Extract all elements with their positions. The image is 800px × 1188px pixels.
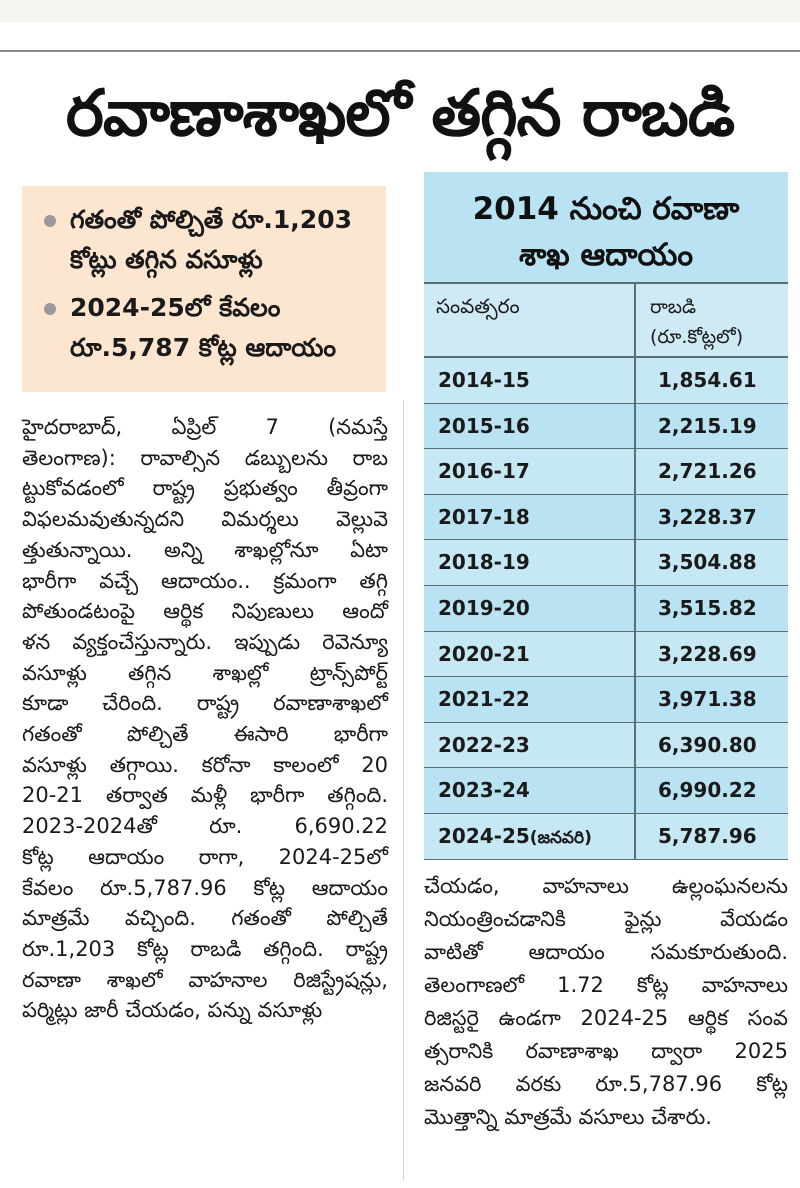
article-left-column: హైదరాబాద్, ఏప్రిల్ 7 (నమస్తే తెలంగాణ): రా… [22,412,388,1026]
table-row: 2014-15 1,854.61 [424,358,788,404]
row-year: 2021-22 [424,677,636,722]
row-year: 2018-19 [424,540,636,585]
article-line: కేవలం రూ.5,787.96 కోట్ల ఆదాయం [22,875,388,900]
table-row: 2017-18 3,228.37 [424,494,788,541]
article-line: తెలంగాణలో 1.72 కోట్ల వాహనాలు [424,973,788,997]
article-line: మాత్రమే వచ్చింది. గతంతో పోల్చితే [22,906,388,931]
row-value: 5,787.96 [658,823,757,848]
row-value: 3,228.37 [658,504,757,529]
table-row: 2021-22 3,971.38 [424,677,788,723]
article-line: రూ.1,203 కోట్ల రాబడి తగ్గింది. రాష్ట్ర [22,936,388,961]
row-year: 2017-18 [424,494,636,540]
top-bar [0,0,800,22]
article-line: కూడా చేరింది. రాష్ట్ర రవాణాశాఖలో [22,691,388,716]
article-line: తెలంగాణ): రావాల్సిన డబ్బులను రాబ [22,445,388,470]
row-value: 3,515.82 [658,595,757,620]
article-line: భారీగా వచ్చే ఆదాయం.. క్రమంగా తగ్గి [22,568,388,593]
article-line: రవాణా శాఖలో వాహనాల రిజిస్ట్రేషన్లు, [22,967,388,992]
row-year: 2020-21 [424,631,636,677]
article-line: గతంతో పోల్చితే ఈసారి భారీగా [22,722,388,747]
table-row: 2023-24 6,990.22 [424,768,788,814]
bullet-icon [44,303,56,315]
row-year: 2016-17 [424,449,636,494]
table-row: 2019-20 3,515.82 [424,585,788,632]
bullet-icon [44,215,56,227]
article-line: వసూళ్లు తగ్గిన శాఖల్లో ట్రాన్స్‌పోర్ట్ [22,660,388,685]
table-row: 2016-17 2,721.26 [424,449,788,495]
article-line: కోట్ల ఆదాయం రాగా, 2024-25లో [22,844,388,869]
row-value: 2,215.19 [658,413,757,438]
article-line: హైదరాబాద్, ఏప్రిల్ 7 (నమస్తే [22,415,388,439]
article-line: త్తుతున్నాయి. అన్ని శాఖల్లోనూ ఏటా [22,537,388,562]
article-line: రిజిస్టరై ఉండగా 2024-25 ఆర్థిక సంవ [424,1006,788,1030]
row-year-text: 2016-17 [438,459,530,484]
table-row: 2020-21 3,228.69 [424,631,788,678]
row-year-note: (జనవరి) [529,827,592,848]
article-line: ళన వ్యక్తంచేస్తున్నారు. ఇప్పుడు రెవెన్యూ [22,629,388,654]
revenue-table: 2014 నుంచి రవాణా శాఖ ఆదాయం సంవత్సరం రాబడ… [424,172,788,860]
column-divider [403,400,404,1180]
header-revenue-unit: (రూ.కోట్లలో) [650,326,744,348]
article-line: జనవరి వరకు రూ.5,787.96 కోట్ల [424,1072,788,1096]
row-year-text: 2021-22 [438,687,530,712]
table-title-line: శాఖ ఆదాయం [518,237,694,273]
header-year: సంవత్సరం [424,284,636,356]
article-line: వసూళ్లు తగ్గాయి. కరోనా కాలంలో 20 [22,752,388,777]
article-right-column: చేయడం, వాహనాలు ఉల్లంఘనలను నియంత్రించడానిక… [424,870,788,1134]
table-row: 2024-25(జనవరి) 5,787.96 [424,813,788,860]
row-value: 1,854.61 [658,368,757,392]
table-body: 2014-15 1,854.61 2015-16 2,215.19 2016-17 2,7… [424,358,788,860]
article-line: త్సరానికి రవాణాశాఖ ద్వారా 2025 [424,1039,788,1063]
header-revenue-label: రాబడి [650,296,697,318]
article-line: వాటితో ఆదాయం సమకూరుతుంది. [424,940,788,964]
headline: రవాణాశాఖలో తగ్గిన రాబడి [65,77,735,151]
row-value: 3,504.88 [658,550,757,575]
row-year: 2015-16 [424,403,636,449]
table-header: సంవత్సరం రాబడి (రూ.కోట్లలో) [424,282,788,358]
header-revenue: రాబడి (రూ.కోట్లలో) [636,284,788,356]
row-year: 2022-23 [424,722,636,768]
article-line: నియంత్రించడానికి ఫైన్లు వేయడం [424,907,788,931]
table-title-line: 2014 నుంచి రవాణా [472,191,740,227]
row-year: 2023-24 [424,768,636,813]
row-value: 3,228.69 [658,641,757,666]
row-year-text: 2017-18 [438,504,530,529]
row-year: 2024-25(జనవరి) [424,813,636,859]
highlight-item: 2024-25లో కేవలం రూ.5,787 కోట్ల ఆదాయం [44,288,372,368]
table-row: 2015-16 2,215.19 [424,403,788,450]
row-value: 2,721.26 [658,459,757,484]
row-value: 3,971.38 [658,687,757,712]
highlight-text: 2024-25లో కేవలం రూ.5,787 కోట్ల ఆదాయం [70,293,337,362]
highlights-box: గతంతో పోల్చితే రూ.1,203 కోట్లు తగ్గిన వస… [22,186,386,392]
row-year-text: 2015-16 [438,413,530,438]
highlight-text: గతంతో పోల్చితే రూ.1,203 కోట్లు తగ్గిన వస… [70,205,352,274]
article-line: 20-21 తర్వాత మళ్లీ భారీగా తగ్గింది. [22,783,388,808]
row-year: 2014-15 [424,358,636,403]
row-value: 6,990.22 [658,778,757,803]
article-line: విఫలమవుతున్నదని విమర్శలు వెల్లువె [22,507,388,532]
table-row: 2018-19 3,504.88 [424,540,788,586]
row-year-text: 2018-19 [438,550,530,575]
highlight-item: గతంతో పోల్చితే రూ.1,203 కోట్లు తగ్గిన వస… [44,200,372,280]
header-rule [0,50,800,52]
row-year-text: 2024-25 [438,823,530,848]
row-value: 6,390.80 [658,732,757,757]
row-year: 2019-20 [424,585,636,631]
row-year-text: 2014-15 [438,368,530,392]
article-line: పోతుండటంపై ఆర్థిక నిపుణులు ఆందో [22,599,388,624]
table-title: 2014 నుంచి రవాణా శాఖ ఆదాయం [424,172,788,282]
article-line: ట్టుకోవడంలో రాష్ట్ర ప్రభుత్వం తీవ్రంగా [22,476,388,501]
article-line: 2023-2024తో రూ. 6,690.22 [22,814,388,839]
article-line: మొత్తాన్ని మాత్రమే వసూలు చేశారు. [424,1105,712,1129]
row-year-text: 2023-24 [438,778,530,803]
article-line: చేయడం, వాహనాలు ఉల్లంఘనలను [424,874,788,898]
row-year-text: 2019-20 [438,595,530,620]
table-row: 2022-23 6,390.80 [424,722,788,769]
article-line: పర్మిట్లు జారీ చేయడం, పన్ను వసూళ్లు [22,998,323,1023]
row-year-text: 2020-21 [438,641,530,666]
row-year-text: 2022-23 [438,732,530,757]
